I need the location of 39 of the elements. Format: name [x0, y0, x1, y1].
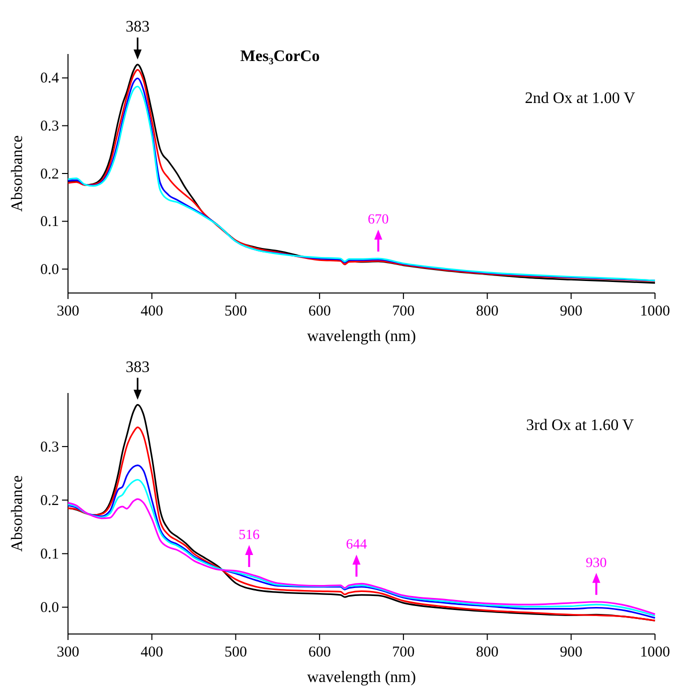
x-tick-label: 600: [308, 644, 331, 660]
x-tick-label: 400: [140, 644, 164, 660]
annotation: 383: [126, 358, 150, 376]
chart-title: Mes₃CorCo: [240, 48, 320, 65]
x-tick-label: 500: [224, 304, 247, 320]
x-tick-label: 900: [560, 304, 582, 320]
annotation: 516: [238, 528, 260, 544]
x-tick-label: 1000: [640, 644, 670, 660]
x-tick-label: 700: [392, 644, 415, 660]
x-axis-title: wavelength (nm): [307, 328, 416, 345]
x-tick-label: 300: [56, 304, 80, 320]
y-axis-title: Absorbance: [9, 475, 26, 552]
annotation: 930: [586, 556, 607, 571]
y-tick-label: 0.2: [40, 166, 59, 182]
annotation: 383: [126, 18, 150, 36]
annotation: 670: [368, 212, 389, 228]
x-axis-title: wavelength (nm): [307, 669, 416, 686]
y-tick-label: 0.0: [40, 262, 59, 278]
y-tick-label: 0.2: [40, 492, 59, 509]
annotation: 644: [346, 538, 367, 553]
x-tick-label: 600: [308, 304, 331, 320]
x-tick-label: 1000: [640, 304, 670, 320]
x-tick-label: 900: [560, 644, 582, 660]
y-tick-label: 0.1: [40, 214, 59, 230]
y-axis-title: Absorbance: [9, 135, 26, 212]
y-tick-label: 0.4: [40, 70, 60, 87]
y-tick-label: 0.3: [40, 118, 59, 134]
x-tick-label: 800: [476, 644, 499, 660]
x-tick-label: 700: [392, 304, 415, 320]
text: 3rd Ox at 1.60 V: [526, 417, 634, 434]
text: 2nd Ox at 1.00 V: [524, 90, 636, 107]
y-tick-label: 0.1: [40, 546, 59, 562]
y-tick-label: 0.0: [40, 600, 59, 616]
x-tick-label: 300: [56, 644, 80, 660]
y-tick-label: 0.3: [40, 439, 59, 456]
line-series: [67, 498, 656, 615]
x-tick-label: 400: [140, 304, 164, 320]
x-tick-label: 500: [224, 644, 247, 660]
x-tick-label: 800: [476, 304, 499, 320]
